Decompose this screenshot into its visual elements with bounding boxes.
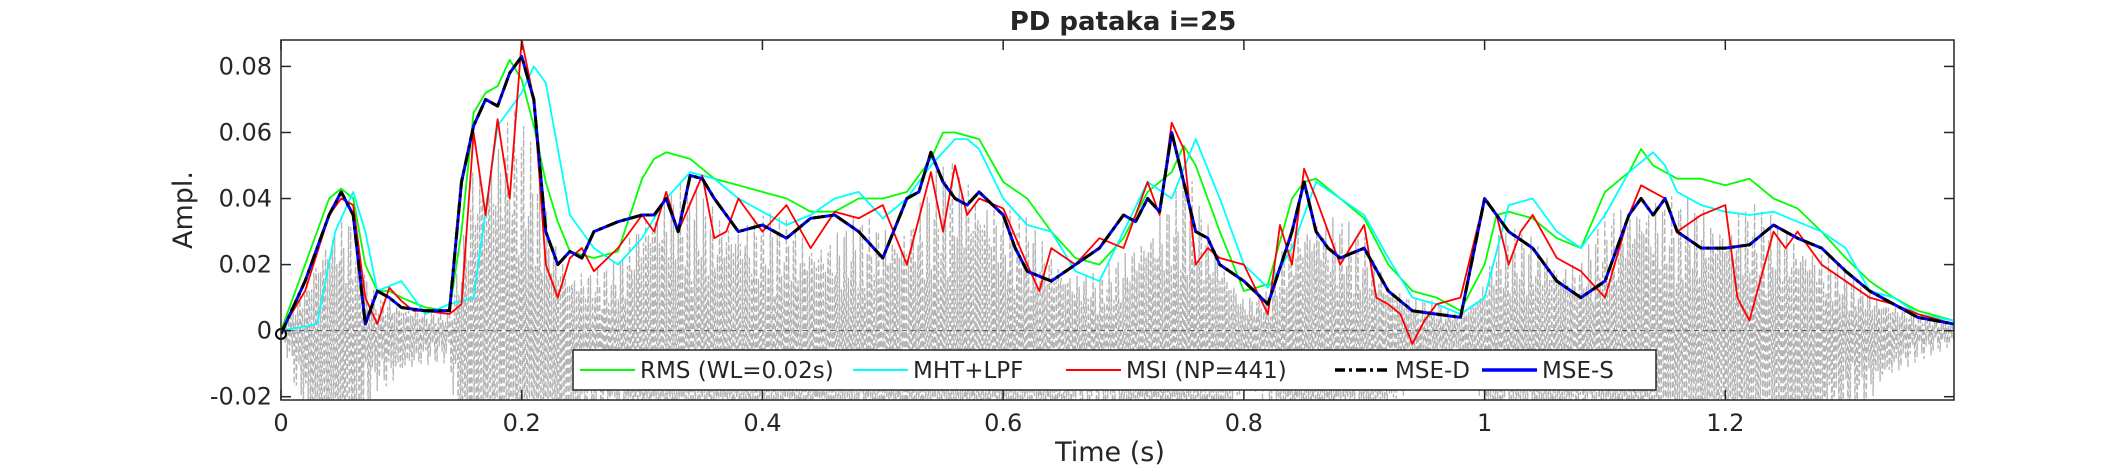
y-tick-label: -0.02	[210, 383, 272, 411]
legend-label: MHT+LPF	[913, 358, 1023, 384]
y-tick-label: 0.04	[219, 185, 272, 213]
y-tick-label: 0.02	[219, 251, 272, 279]
legend-label: MSE-D	[1395, 358, 1470, 384]
series-line-mht-lpf	[281, 65, 1954, 332]
x-axis-label: Time (s)	[1054, 437, 1165, 468]
series-line-mse-d	[281, 55, 1954, 335]
x-tick-label: 0.2	[503, 409, 541, 437]
legend-label: RMS (WL=0.02s)	[640, 358, 834, 384]
y-tick-label: 0.08	[219, 52, 272, 80]
x-tick-label: 0.8	[1225, 409, 1263, 437]
series-line-msi-np-441-	[281, 40, 1954, 345]
y-axis-label: Ampl.	[168, 171, 199, 249]
y-tick-label: 0	[257, 317, 272, 345]
plot-frame	[280, 39, 1955, 401]
x-tick-label: 0	[273, 409, 288, 437]
y-tick-label: 0.06	[219, 118, 272, 146]
legend-label: MSE-S	[1542, 358, 1614, 384]
legend: RMS (WL=0.02s) MHT+LPF MSI (NP=441) MSE-D MS…	[572, 349, 1657, 391]
chart-title: PD pataka i=25	[1010, 7, 1237, 37]
x-tick-label: 0.4	[743, 409, 781, 437]
series-line-rms-wl-0-02s-	[281, 58, 1954, 331]
x-tick-label: 0.6	[984, 409, 1022, 437]
x-tick-label: 1.2	[1706, 409, 1744, 437]
series-layer	[281, 40, 1954, 345]
legend-label: MSI (NP=441)	[1126, 358, 1287, 384]
x-tick-label: 1	[1477, 409, 1492, 437]
